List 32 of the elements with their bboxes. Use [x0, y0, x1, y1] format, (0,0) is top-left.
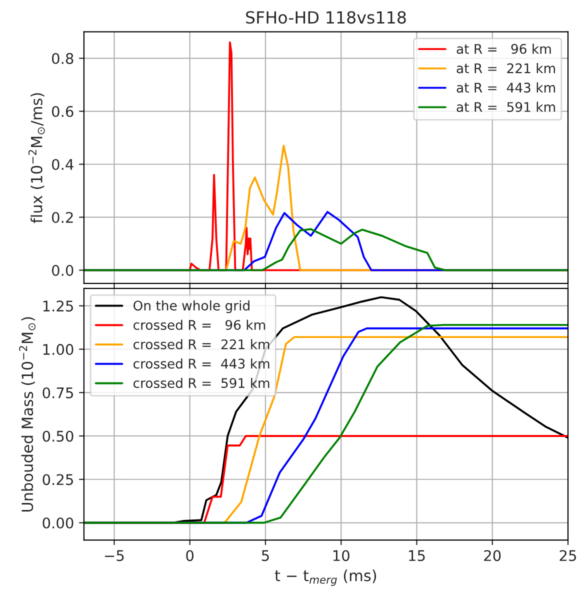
legend-label: at R = 591 km	[456, 102, 556, 112]
y-axis-title: flux (10$^{−2}$M$_{⊙}$/ms)	[28, 93, 45, 224]
y-tick-label: 1.00	[43, 344, 74, 355]
x-tick-label: 15	[409, 550, 425, 562]
y-tick-label: 0.50	[42, 430, 74, 442]
y-tick-label: 0.6	[52, 106, 74, 118]
x-tick-label: −5	[105, 550, 124, 562]
x-axis-title: t − t$_{merg}$ (ms)	[274, 570, 376, 586]
legend-label: at R = 443 km	[456, 82, 556, 93]
y-axis-title: Unbouded Mass (10$^{−2}$M$_{⊙}$)	[19, 317, 36, 512]
y-tick-label: 0.8	[52, 53, 74, 64]
y-tick-label: 0.4	[52, 158, 74, 170]
legend-label: On the whole grid	[134, 300, 250, 314]
y-tick-label: 0.75	[42, 387, 73, 398]
y-tick-label: 1.25	[43, 300, 73, 312]
x-tick-label: 0	[186, 550, 194, 562]
x-tick-label: 25	[560, 550, 576, 562]
x-tick-label: 20	[484, 550, 501, 562]
y-tick-label: 0.00	[42, 517, 74, 529]
chart-title: SFHo-HD 118vs118	[246, 11, 406, 24]
y-tick-label: 0.2	[52, 212, 73, 223]
x-tick-label: 10	[333, 550, 350, 562]
legend-label: crossed R = 443 km	[134, 358, 270, 369]
legend-label: crossed R = 221 km	[134, 339, 270, 350]
y-tick-label: 0.25	[42, 474, 73, 486]
legend-label: at R = 96 km	[456, 44, 551, 54]
x-tick-label: 5	[262, 550, 269, 562]
line-series	[84, 228, 568, 272]
legend-label: crossed R = 96 km	[134, 320, 266, 330]
legend-label: at R = 221 km	[456, 63, 556, 74]
y-tick-label: 0.0	[52, 264, 74, 276]
legend-label: crossed R = 591 km	[134, 378, 270, 388]
